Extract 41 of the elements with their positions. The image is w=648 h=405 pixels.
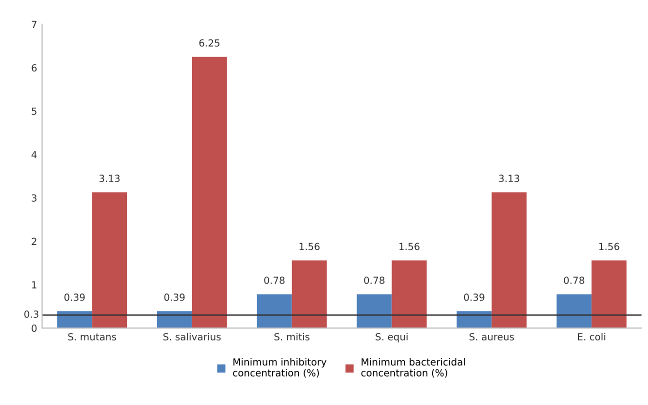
bar	[92, 192, 128, 328]
bar	[256, 294, 292, 328]
data-label: 0.39	[64, 294, 85, 301]
legend-label: Minimum bactericidal concentration (%)	[361, 358, 465, 378]
data-label: 0.78	[264, 276, 285, 284]
data-label: 3.13	[499, 174, 520, 182]
legend-label: Minimum inhibitory concentration (%)	[233, 358, 326, 378]
x-tick-label: S. mutans	[68, 333, 116, 340]
bar	[192, 56, 227, 328]
x-tick-label: S. mitis	[274, 332, 310, 340]
data-label: 0.39	[464, 294, 484, 301]
y-tick-label: 1	[32, 281, 36, 288]
data-label: 3.13	[99, 174, 120, 182]
bar	[157, 311, 192, 328]
y-tick-label: 3	[32, 194, 36, 202]
bar	[292, 260, 327, 328]
y-tick-label: 2	[32, 238, 36, 245]
x-tick-label: S. equi	[376, 332, 408, 342]
y-tick-label: 0	[32, 324, 37, 332]
bar	[57, 311, 92, 328]
y-tick-label: 7	[32, 20, 36, 28]
ref-line-label: 0.3	[24, 310, 38, 318]
x-tick-label: E. coli	[578, 332, 606, 340]
bar	[392, 260, 427, 328]
data-label: 1.56	[599, 242, 620, 250]
data-label: 0.78	[364, 276, 384, 284]
bar	[356, 294, 392, 328]
bar	[456, 311, 492, 328]
bar	[592, 260, 627, 328]
data-label: 0.78	[564, 276, 584, 284]
y-tick-label: 5	[32, 108, 36, 115]
x-tick-label: S. salivarius	[163, 332, 221, 340]
data-label: 1.56	[300, 242, 320, 250]
y-tick-label: 6	[32, 64, 37, 72]
data-label: 6.25	[199, 39, 220, 47]
x-tick-label: S. aureus	[470, 333, 514, 340]
data-label: 0.39	[164, 294, 185, 301]
y-tick-label: 4	[32, 151, 37, 158]
bar	[492, 192, 527, 328]
bar	[556, 294, 592, 328]
data-label: 1.56	[399, 242, 420, 250]
